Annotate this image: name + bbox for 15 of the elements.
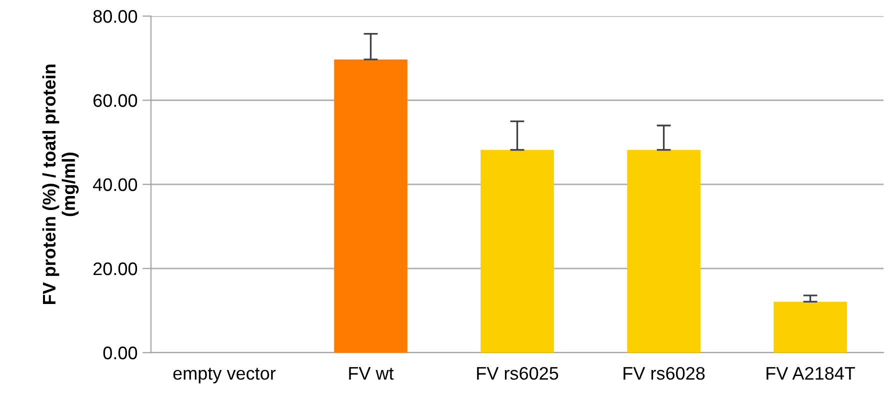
x-tick-label: FV A2184T (766, 366, 856, 380)
y-axis-title: FV protein (%) / toatl protein (mg/ml) (42, 64, 79, 304)
bar (334, 59, 408, 353)
y-tick-label: 40.00 (93, 178, 138, 192)
x-tick-label: empty vector (173, 368, 276, 384)
x-tick-label: FV rs6025 (477, 366, 558, 380)
x-tick-label: FV wt (349, 367, 394, 380)
x-tick-label: FV rs6028 (624, 366, 705, 380)
y-tick-label: 60.00 (94, 94, 138, 107)
y-tick-label: 0.00 (103, 346, 138, 360)
y-tick-label: 80.00 (93, 10, 138, 23)
y-tick-label: 20.00 (93, 262, 138, 276)
bar (774, 302, 847, 353)
bar (627, 150, 700, 353)
bar (480, 150, 554, 353)
